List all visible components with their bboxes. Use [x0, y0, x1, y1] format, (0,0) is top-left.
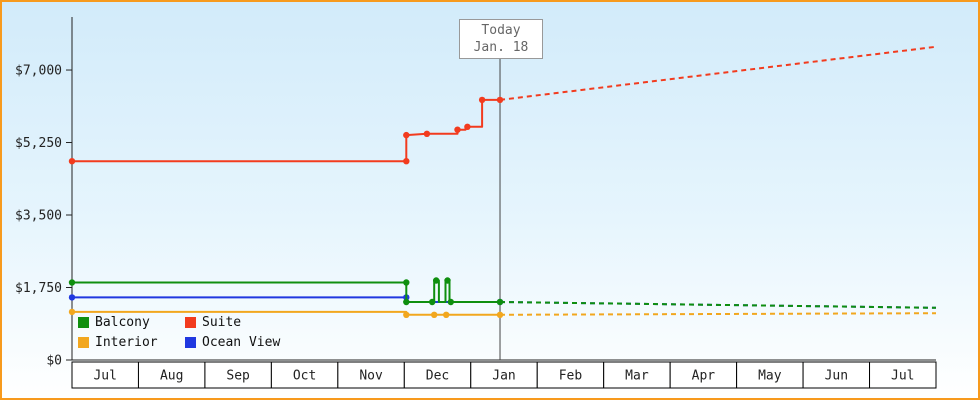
- balcony-data-point: [68, 279, 76, 286]
- interior-data-point: [431, 311, 438, 318]
- y-axis-label: $7,000: [15, 64, 62, 79]
- legend-item-suite: Suite: [185, 315, 241, 330]
- month-box: [869, 361, 937, 389]
- month-label: Dec: [426, 369, 449, 384]
- legend-label: Balcony: [95, 314, 150, 330]
- month-box: [337, 361, 405, 389]
- month-box: [802, 361, 871, 389]
- balcony-data-point: [496, 298, 504, 306]
- month-box: [270, 361, 339, 389]
- suite-data-point: [403, 131, 410, 139]
- y-axis-label: $5,250: [15, 136, 62, 151]
- suite-data-point: [403, 158, 410, 165]
- legend-item-balcony: Balcony: [78, 315, 185, 330]
- month-label: Jan: [492, 369, 515, 384]
- suite-data-point: [496, 96, 504, 104]
- legend-item-ocean-view: Ocean View: [185, 335, 280, 350]
- suite-history-line: [72, 98, 500, 163]
- month-label: Sep: [226, 369, 250, 384]
- month-label: Jun: [825, 369, 848, 384]
- month-label: Jul: [93, 369, 116, 384]
- month-label: Jul: [891, 369, 914, 384]
- balcony-data-point: [447, 298, 454, 306]
- y-axis-label: $1,750: [15, 281, 62, 296]
- month-label: May: [758, 369, 782, 384]
- interior-data-point: [403, 311, 410, 318]
- balcony-forecast-line: [499, 301, 937, 309]
- today-marker-label: Today Jan. 18: [459, 19, 543, 59]
- balcony-data-point: [403, 279, 410, 286]
- balcony-data-point: [444, 277, 451, 284]
- month-box: [603, 361, 671, 389]
- month-box: [736, 361, 804, 389]
- month-label: Apr: [692, 369, 716, 384]
- suite-swatch-icon: [185, 316, 196, 328]
- legend-label: Ocean View: [202, 334, 281, 350]
- ocean-view-history-line: [72, 296, 500, 303]
- balcony-data-point: [429, 298, 436, 306]
- legend-row: Balcony Suite: [78, 312, 280, 332]
- suite-forecast-line: [499, 45, 937, 101]
- suite-data-point: [478, 96, 486, 104]
- ocean-view-swatch-icon: [185, 336, 196, 348]
- month-label: Feb: [559, 369, 583, 384]
- interior-swatch-icon: [78, 336, 89, 348]
- today-label: Today: [481, 23, 521, 38]
- interior-forecast-line: [499, 312, 937, 316]
- y-axis-label: $0: [46, 354, 62, 369]
- interior-data-point: [443, 311, 450, 318]
- legend-label: Interior: [95, 334, 158, 350]
- month-box: [71, 361, 139, 389]
- month-box: [403, 361, 472, 389]
- interior-data-point: [496, 311, 504, 318]
- legend-item-interior: Interior: [78, 335, 185, 350]
- month-box: [137, 361, 206, 389]
- legend: Balcony Suite Interior Ocean View: [78, 312, 280, 352]
- month-label: Mar: [625, 369, 649, 384]
- ocean-view-data-point: [68, 294, 76, 301]
- today-date: Jan. 18: [473, 40, 529, 55]
- balcony-history-line: [72, 279, 500, 303]
- suite-data-point: [68, 158, 76, 165]
- legend-label: Suite: [202, 314, 242, 330]
- month-label: Aug: [160, 369, 183, 384]
- suite-data-point: [423, 130, 431, 137]
- month-label: Nov: [359, 369, 383, 384]
- legend-row: Interior Ocean View: [78, 332, 280, 352]
- interior-data-point: [68, 308, 76, 316]
- y-axis-label: $3,500: [15, 209, 62, 224]
- balcony-data-point: [433, 277, 440, 284]
- month-box: [470, 361, 538, 389]
- month-label: Oct: [293, 369, 316, 384]
- suite-data-point: [454, 126, 461, 133]
- month-box: [204, 361, 272, 389]
- balcony-swatch-icon: [78, 316, 89, 328]
- suite-data-point: [464, 123, 471, 130]
- balcony-data-point: [403, 298, 410, 306]
- month-box: [669, 361, 738, 389]
